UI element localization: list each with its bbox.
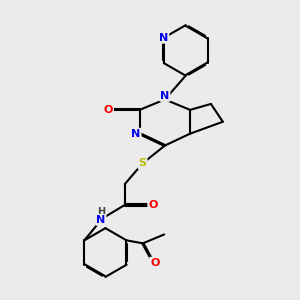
Text: O: O (150, 258, 159, 268)
Text: O: O (104, 105, 113, 115)
Text: N: N (160, 91, 170, 101)
Text: N: N (131, 129, 141, 139)
Text: N: N (96, 215, 106, 225)
Text: H: H (97, 207, 105, 218)
Text: O: O (148, 200, 158, 210)
Text: S: S (139, 158, 147, 168)
Text: N: N (159, 33, 168, 43)
